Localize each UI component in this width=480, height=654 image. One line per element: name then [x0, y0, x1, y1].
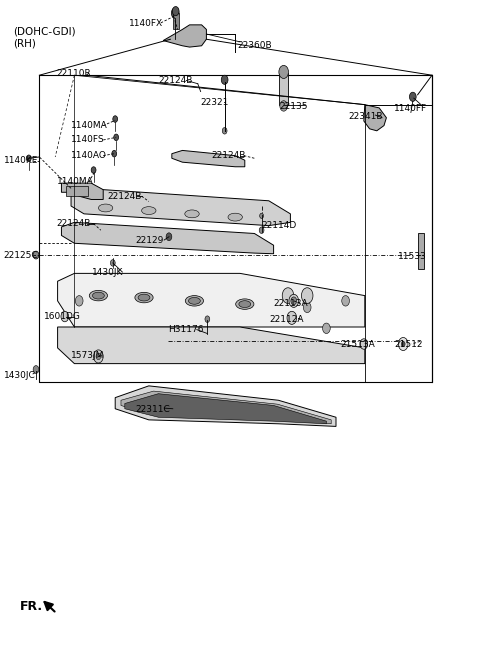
- Polygon shape: [121, 391, 331, 424]
- Polygon shape: [61, 222, 274, 254]
- Circle shape: [114, 134, 119, 141]
- Text: 22124B: 22124B: [211, 151, 246, 160]
- Circle shape: [221, 75, 228, 84]
- Bar: [66, 186, 88, 196]
- Ellipse shape: [185, 210, 199, 218]
- Circle shape: [33, 251, 39, 259]
- Text: 1140FF: 1140FF: [394, 104, 427, 113]
- Text: 22124B: 22124B: [158, 76, 193, 85]
- Text: 22114D: 22114D: [262, 221, 297, 230]
- Circle shape: [282, 288, 294, 303]
- Circle shape: [342, 296, 349, 306]
- Text: 1140AO: 1140AO: [71, 151, 107, 160]
- Circle shape: [398, 337, 408, 351]
- Circle shape: [360, 339, 368, 349]
- Text: 21512: 21512: [395, 339, 423, 349]
- Polygon shape: [71, 188, 290, 226]
- Circle shape: [112, 150, 117, 157]
- Polygon shape: [58, 273, 365, 327]
- Text: (DOHC-GDI): (DOHC-GDI): [13, 26, 76, 37]
- Text: 22341B: 22341B: [348, 112, 383, 121]
- Ellipse shape: [236, 299, 254, 309]
- Circle shape: [171, 8, 179, 18]
- Text: 22135: 22135: [279, 102, 308, 111]
- Circle shape: [110, 260, 115, 266]
- Circle shape: [323, 323, 330, 334]
- Circle shape: [26, 155, 31, 162]
- Circle shape: [94, 350, 103, 363]
- Bar: [39, 75, 432, 382]
- Circle shape: [61, 311, 69, 322]
- Text: 22124B: 22124B: [57, 219, 91, 228]
- Circle shape: [113, 116, 118, 122]
- Polygon shape: [61, 183, 103, 199]
- Text: 1140KE: 1140KE: [4, 156, 38, 165]
- Polygon shape: [58, 327, 365, 364]
- Ellipse shape: [142, 207, 156, 215]
- Ellipse shape: [98, 204, 113, 212]
- Text: 22113A: 22113A: [274, 299, 308, 308]
- Circle shape: [260, 213, 264, 218]
- Circle shape: [287, 311, 297, 324]
- Circle shape: [96, 353, 101, 360]
- Text: 1430JK: 1430JK: [92, 267, 123, 277]
- Circle shape: [301, 288, 313, 303]
- Ellipse shape: [228, 213, 242, 221]
- Bar: [279, 73, 288, 105]
- Text: 22110R: 22110R: [57, 69, 91, 78]
- Polygon shape: [115, 386, 336, 426]
- Text: 22129: 22129: [135, 235, 164, 245]
- Bar: [418, 233, 424, 269]
- Text: 11533: 11533: [398, 252, 427, 261]
- Bar: [173, 13, 179, 29]
- Text: H31176: H31176: [168, 325, 204, 334]
- Text: 22360B: 22360B: [238, 41, 272, 50]
- Text: FR.: FR.: [20, 600, 43, 613]
- Text: 1601DG: 1601DG: [44, 312, 81, 321]
- Text: 1140FX: 1140FX: [129, 19, 163, 28]
- Circle shape: [289, 294, 299, 307]
- Circle shape: [33, 366, 39, 373]
- Circle shape: [401, 341, 405, 347]
- Circle shape: [279, 65, 288, 78]
- Polygon shape: [163, 25, 206, 47]
- Ellipse shape: [89, 290, 108, 301]
- Text: 1573JM: 1573JM: [71, 351, 105, 360]
- Text: 1140FS: 1140FS: [71, 135, 105, 145]
- Text: 22311C: 22311C: [135, 405, 170, 414]
- Text: 1140MA: 1140MA: [71, 121, 108, 130]
- Circle shape: [205, 316, 210, 322]
- Text: (RH): (RH): [13, 38, 36, 48]
- Text: 22112A: 22112A: [270, 315, 304, 324]
- Circle shape: [280, 101, 288, 111]
- Ellipse shape: [239, 301, 251, 307]
- Ellipse shape: [185, 296, 204, 306]
- Circle shape: [222, 128, 227, 134]
- Circle shape: [172, 7, 179, 16]
- Circle shape: [75, 296, 83, 306]
- Text: 21513A: 21513A: [341, 339, 375, 349]
- Polygon shape: [364, 105, 386, 131]
- Polygon shape: [172, 150, 245, 167]
- Text: 22124B: 22124B: [108, 192, 142, 201]
- Circle shape: [166, 233, 172, 241]
- Circle shape: [409, 92, 416, 101]
- Circle shape: [91, 167, 96, 173]
- Polygon shape: [125, 394, 326, 424]
- Text: 22125C: 22125C: [4, 250, 38, 260]
- Ellipse shape: [138, 294, 150, 301]
- Ellipse shape: [189, 298, 200, 304]
- Circle shape: [259, 227, 264, 233]
- Text: 1430JC: 1430JC: [4, 371, 36, 380]
- Circle shape: [291, 297, 297, 305]
- Text: 22321: 22321: [201, 97, 229, 107]
- Text: 1140MA: 1140MA: [57, 177, 94, 186]
- Ellipse shape: [93, 292, 104, 299]
- Circle shape: [303, 302, 311, 313]
- Ellipse shape: [135, 292, 153, 303]
